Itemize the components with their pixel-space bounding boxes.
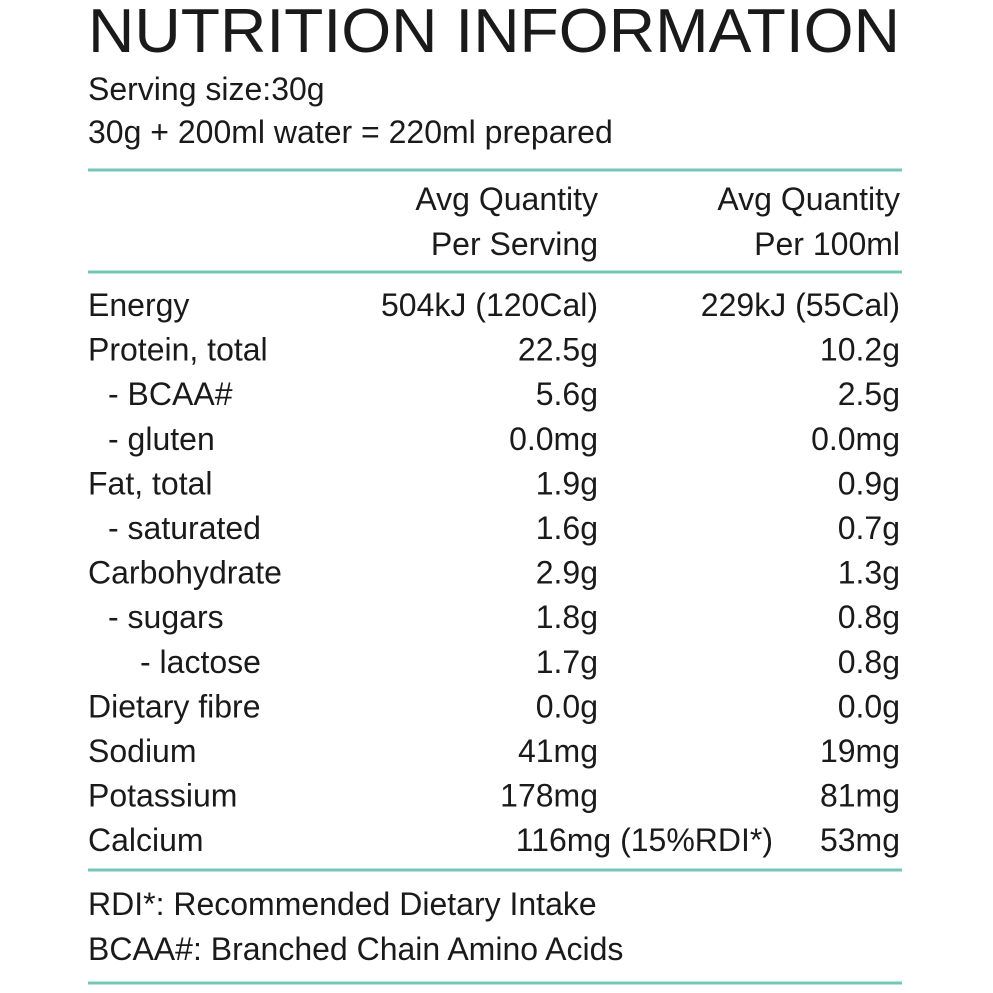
row-label: Sodium: [88, 733, 197, 769]
row-label: Carbohydrate: [88, 555, 282, 591]
cell: 81mg: [820, 778, 900, 814]
cell: 0.0g: [838, 688, 900, 724]
cell: 504kJ (120Cal): [381, 287, 598, 323]
row-label: Dietary fibre: [88, 688, 261, 724]
cell: 178mg: [500, 778, 598, 814]
cell: 229kJ (55Cal): [701, 287, 900, 323]
row-label: - lactose: [140, 644, 261, 680]
row-label: Protein, total: [88, 332, 268, 368]
row-label: - saturated: [108, 510, 261, 546]
cell: 1.3g: [838, 555, 900, 591]
cell: 1.8g: [536, 599, 598, 635]
cell: 2.9g: [536, 555, 598, 591]
cell: 0.8g: [838, 644, 900, 680]
cell: 19mg: [820, 733, 900, 769]
cell: 10.2g: [820, 332, 900, 368]
cell: 0.0mg: [509, 421, 598, 457]
cell: 0.9g: [838, 465, 900, 501]
cell: 2.5g: [838, 376, 900, 412]
footnote: BCAA#: Branched Chain Amino Acids: [88, 931, 623, 967]
column-header: Per 100ml: [754, 226, 900, 262]
row-label: Potassium: [88, 778, 237, 814]
serving-size: Serving size:30g: [88, 71, 325, 107]
row-label: - BCAA#: [108, 376, 233, 412]
cell: 53mg: [820, 822, 900, 858]
cell: 1.7g: [536, 644, 598, 680]
cell: 1.6g: [536, 510, 598, 546]
title: NUTRITION INFORMATION: [88, 0, 900, 66]
row-label: Energy: [88, 287, 189, 323]
column-header: Per Serving: [431, 226, 598, 262]
row-label: Calcium: [88, 822, 204, 858]
cell: 0.7g: [838, 510, 900, 546]
row-label: - gluten: [108, 421, 215, 457]
cell: 116mg (15%RDI*): [516, 822, 773, 858]
cell: 41mg: [518, 733, 598, 769]
footnote: RDI*: Recommended Dietary Intake: [88, 886, 597, 922]
cell: 0.0mg: [811, 421, 900, 457]
cell: 0.0g: [536, 688, 598, 724]
cell: 1.9g: [536, 465, 598, 501]
column-header: Avg Quantity: [717, 181, 900, 217]
cell: 22.5g: [518, 332, 598, 368]
column-header: Avg Quantity: [415, 181, 598, 217]
preparation: 30g + 200ml water = 220ml prepared: [88, 114, 613, 150]
cell: 0.8g: [838, 599, 900, 635]
row-label: Fat, total: [88, 465, 213, 501]
cell: 5.6g: [536, 376, 598, 412]
row-label: - sugars: [108, 599, 224, 635]
